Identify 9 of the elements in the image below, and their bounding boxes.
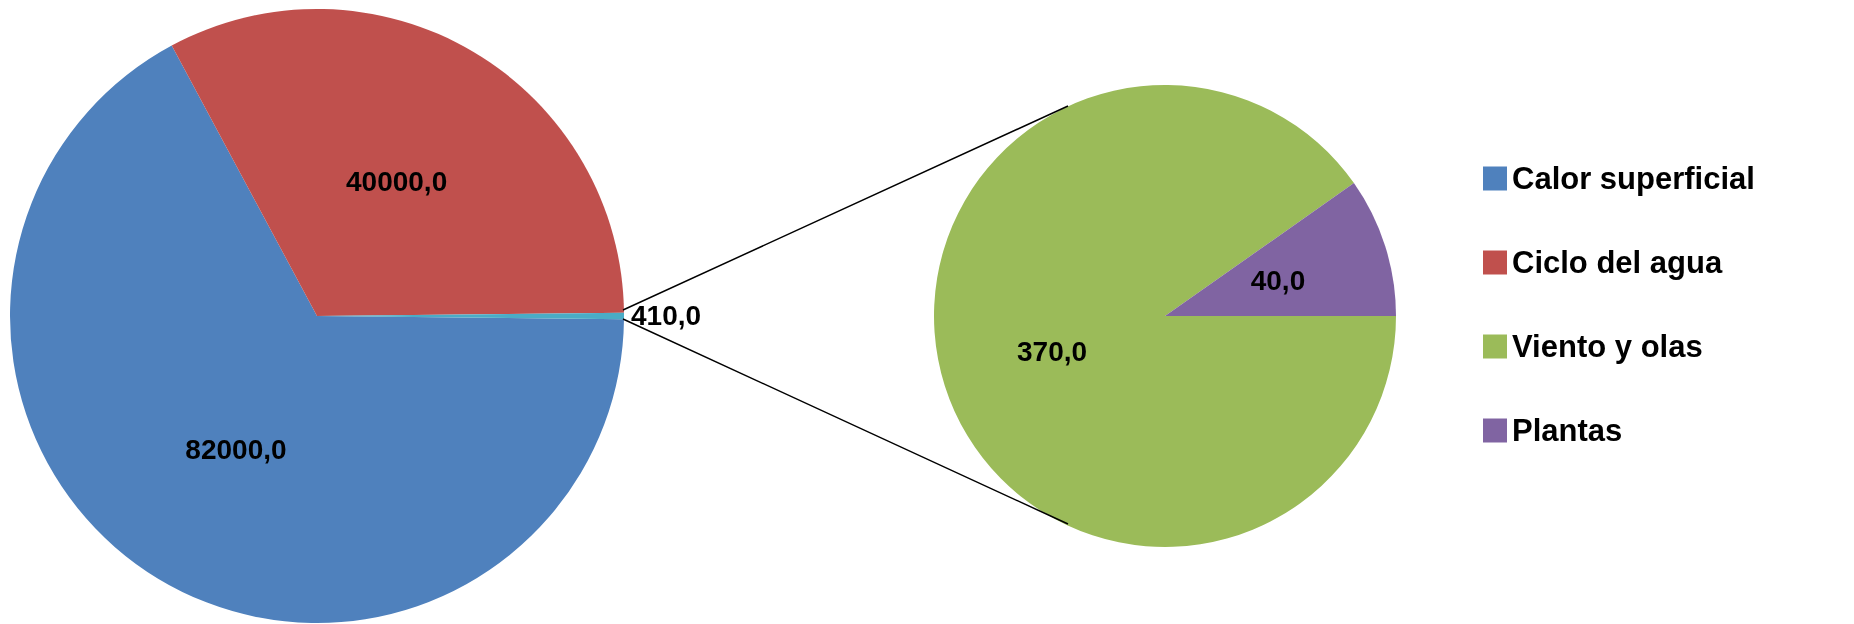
data-label: 410,0 — [631, 300, 702, 332]
legend-label: Ciclo del agua — [1512, 245, 1723, 280]
data-label: 82000,0 — [185, 434, 287, 466]
legend-label: Calor superficial — [1512, 161, 1755, 196]
legend-label: Viento y olas — [1512, 329, 1703, 364]
legend-label: Plantas — [1512, 413, 1623, 448]
data-label: 40000,0 — [346, 165, 448, 197]
data-label: 370,0 — [1016, 336, 1088, 368]
data-label: 40,0 — [1250, 264, 1306, 296]
